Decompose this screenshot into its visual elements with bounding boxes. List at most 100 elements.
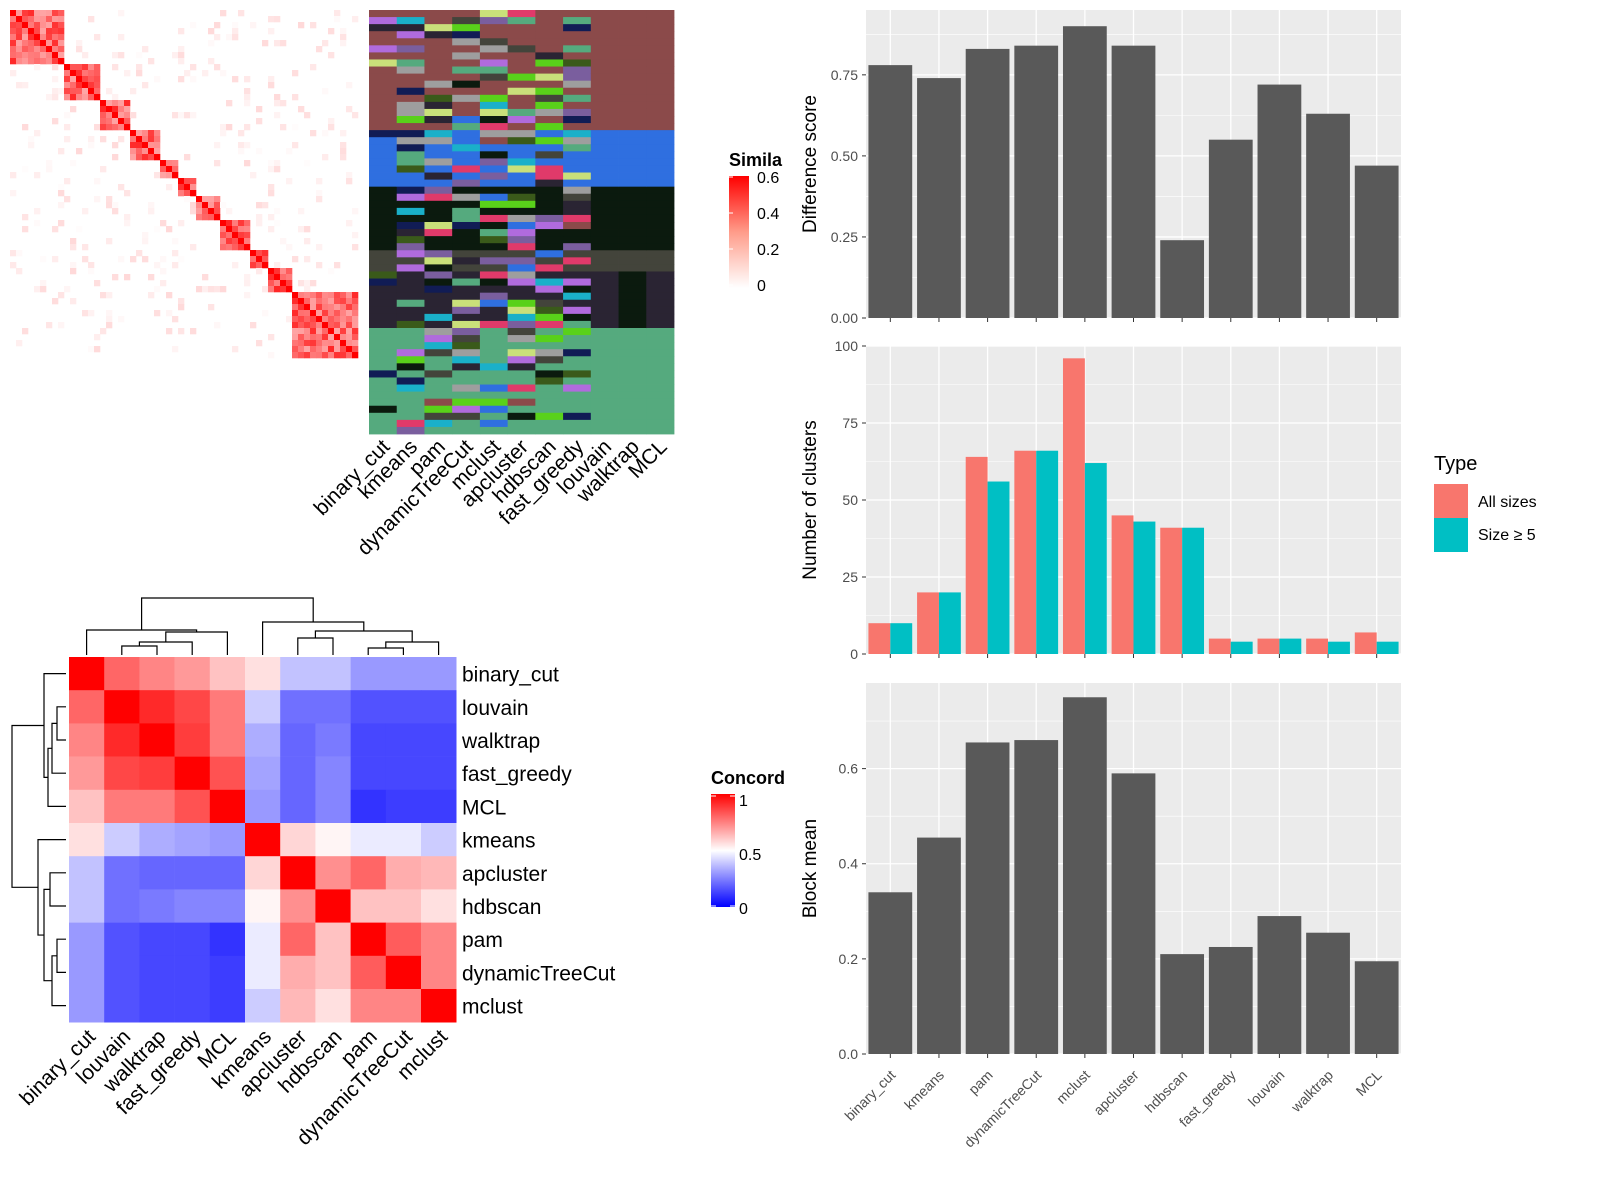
concordance-legend-title: Concord: [711, 768, 785, 788]
similarity-cell: [52, 46, 59, 53]
similarity-cell: [112, 208, 119, 215]
similarity-cell: [298, 292, 305, 299]
similarity-cell: [58, 322, 65, 329]
similarity-cell: [214, 202, 221, 209]
bar-all-sizes: [1257, 638, 1280, 654]
label-matrix-cell: [369, 144, 398, 152]
similarity-cell: [46, 94, 53, 101]
label-matrix-cell: [563, 101, 592, 110]
label-matrix-cell: [369, 313, 398, 322]
label-matrix-cell: [369, 151, 398, 159]
similarity-cell: [22, 214, 29, 221]
similarity-cell: [10, 16, 17, 23]
label-matrix-cell: [369, 17, 398, 25]
similarity-cell: [22, 16, 29, 23]
concordance-row-label: apcluster: [462, 863, 547, 886]
similarity-cell: [346, 292, 353, 299]
similarity-cell: [52, 10, 59, 17]
concordance-cell: [385, 989, 422, 1023]
similarity-cell: [178, 46, 185, 53]
similarity-cell: [316, 298, 323, 305]
label-matrix-cell: [590, 130, 619, 138]
similarity-cell: [100, 106, 107, 113]
label-matrix-cell: [535, 116, 564, 124]
label-matrix-cell: [563, 207, 592, 216]
similarity-cell: [46, 58, 53, 65]
label-matrix-cell: [618, 342, 647, 350]
similarity-cell: [352, 352, 359, 359]
label-matrix-cell: [424, 94, 453, 103]
similarity-cell: [268, 16, 275, 23]
label-matrix-cell: [396, 193, 425, 202]
label-matrix-cell: [424, 130, 453, 138]
similarity-cell: [40, 52, 47, 59]
similarity-cell: [322, 322, 329, 329]
x-tick-label: pam: [965, 1067, 996, 1098]
similarity-cell: [100, 118, 107, 125]
concordance-cell: [174, 922, 211, 957]
similarity-cell: [10, 46, 17, 53]
concordance-cell: [385, 889, 422, 923]
similarity-cell: [94, 76, 101, 83]
similarity-cell: [136, 70, 143, 77]
similarity-legend-tick-label: 0.2: [757, 242, 779, 259]
similarity-cell: [340, 340, 347, 347]
label-matrix-cell: [646, 38, 675, 46]
similarity-cell: [274, 166, 281, 173]
label-matrix-cell: [618, 80, 647, 89]
similarity-cell: [124, 70, 131, 77]
label-matrix-cell: [452, 292, 481, 301]
label-matrix-cell: [618, 222, 647, 230]
similarity-cell: [250, 262, 257, 269]
similarity-cell: [352, 292, 359, 299]
similarity-cell: [124, 112, 131, 119]
y-tick-label: 25: [842, 569, 858, 585]
label-matrix-cell: [590, 292, 619, 301]
label-matrix-cell: [396, 66, 425, 74]
label-matrix-cell: [396, 370, 425, 378]
similarity-cell: [328, 28, 335, 35]
concordance-cell: [350, 756, 387, 791]
x-tick-label: louvain: [1245, 1067, 1288, 1110]
similarity-cell: [298, 298, 305, 305]
label-matrix-cell: [452, 320, 481, 329]
similarity-cell: [94, 334, 101, 341]
similarity-cell: [46, 166, 53, 173]
similarity-cell: [322, 130, 329, 137]
label-matrix-cell: [618, 17, 647, 25]
similarity-cell: [310, 352, 317, 359]
dendrogram-branch: [37, 839, 66, 936]
similarity-cell: [52, 58, 59, 65]
label-matrix-cell: [396, 257, 425, 265]
similarity-cell: [316, 322, 323, 329]
label-matrix-cell: [452, 165, 481, 173]
similarity-cell: [118, 256, 125, 263]
similarity-cell: [190, 202, 197, 209]
similarity-cell: [340, 148, 347, 155]
label-matrix-cell: [618, 214, 647, 223]
label-matrix-cell: [535, 271, 564, 279]
similarity-cell: [304, 160, 311, 167]
label-matrix-cell: [507, 165, 536, 173]
similarity-cell: [172, 262, 179, 269]
similarity-cell: [268, 334, 275, 341]
similarity-cell: [130, 256, 137, 263]
similarity-cell: [118, 34, 125, 41]
similarity-cell: [64, 76, 71, 83]
label-matrix-cell: [369, 123, 398, 131]
label-matrix-cell: [563, 186, 592, 195]
similarity-cell: [292, 346, 299, 353]
label-matrix-cell: [369, 271, 398, 279]
concordance-cell: [315, 789, 351, 824]
similarity-cell: [232, 34, 239, 41]
label-matrix-cell: [618, 123, 647, 131]
similarity-cell: [304, 112, 311, 119]
bar-size-ge5: [1036, 450, 1059, 654]
similarity-cell: [118, 112, 125, 119]
label-matrix-cell: [618, 101, 647, 110]
label-matrix-cell: [535, 306, 564, 315]
label-matrix-cell: [563, 59, 592, 67]
concordance-cell: [280, 989, 316, 1023]
concordance-cell: [280, 889, 316, 923]
legend-key-size-ge5: [1434, 518, 1468, 552]
